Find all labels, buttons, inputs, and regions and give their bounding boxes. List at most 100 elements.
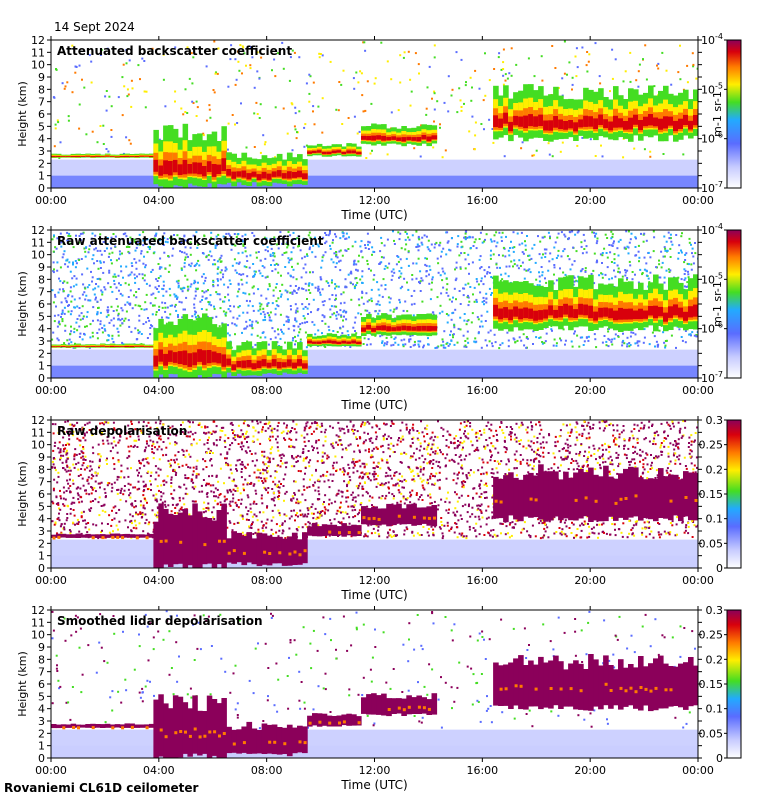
y-tick-label: 2 (38, 727, 45, 740)
x-tick-label: 12:00 (359, 574, 391, 587)
x-tick-label: 08:00 (251, 194, 283, 207)
x-tick-label: 08:00 (251, 764, 283, 777)
y-tick-label: 7 (38, 96, 45, 109)
cloud-layer-3 (226, 341, 308, 376)
x-tick-label: 00:00 (682, 764, 714, 777)
y-tick-label: 2 (38, 537, 45, 550)
colorbar-tick-label: 0.25 (699, 439, 724, 452)
y-tick-label: 4 (38, 323, 45, 336)
y-tick-label: 5 (38, 500, 45, 513)
x-axis: 00:00 04:00 08:00 12:00 16:00 20:00 00:00 (35, 36, 714, 207)
colorbar-tick-label: 10-6 (701, 131, 723, 146)
x-tick-label: 00:00 (682, 194, 714, 207)
y-tick-label: 8 (38, 83, 45, 96)
x-tick-label: 16:00 (466, 764, 498, 777)
x-tick-label: 04:00 (143, 764, 175, 777)
y-tick-label: 1 (38, 170, 45, 183)
x-axis-label: Time (UTC) (340, 208, 407, 222)
surface-layer (51, 745, 698, 758)
colorbar-unit: m-1 sr-1 (711, 91, 724, 137)
cloud-layer-1 (51, 533, 160, 540)
y-tick-label: 0 (38, 752, 45, 765)
y-axis-label: Height (km) (16, 271, 29, 337)
y-tick-label: 10 (31, 59, 45, 72)
y-tick-label: 1 (38, 550, 45, 563)
x-axis-label: Time (UTC) (340, 588, 407, 602)
y-tick-label: 12 (31, 34, 45, 47)
y-tick-label: 9 (38, 261, 45, 274)
colorbar-tick-label: 0.15 (699, 488, 724, 501)
panel-title: Attenuated backscatter coefficient (57, 44, 292, 58)
y-tick-label: 11 (31, 236, 45, 249)
colorbar-gradient (726, 419, 742, 569)
x-axis: 00:00 04:00 08:00 12:00 16:00 20:00 00:00 (35, 226, 714, 397)
y-tick-label: 11 (31, 426, 45, 439)
cloud-layer-4 (307, 143, 362, 157)
surface-layer (51, 555, 698, 568)
y-tick-label: 3 (38, 145, 45, 158)
y-tick-label: 0 (38, 562, 45, 575)
cloud-layer-5 (361, 123, 438, 147)
y-tick-label: 3 (38, 715, 45, 728)
colorbar-gradient (726, 609, 742, 759)
heatmap-body (51, 230, 698, 378)
y-tick-label: 3 (38, 525, 45, 538)
x-tick-label: 20:00 (574, 574, 606, 587)
x-tick-label: 04:00 (143, 574, 175, 587)
y-tick-label: 3 (38, 335, 45, 348)
cloud-layer-4 (307, 522, 362, 537)
surface-layer (51, 175, 698, 188)
y-tick-label: 5 (38, 690, 45, 703)
x-tick-label: 12:00 (359, 764, 391, 777)
y-tick-label: 0 (38, 372, 45, 385)
panel-title: Raw attenuated backscatter coefficient (57, 234, 324, 248)
x-tick-label: 00:00 (35, 384, 67, 397)
x-tick-label: 16:00 (466, 574, 498, 587)
y-tick-label: 7 (38, 666, 45, 679)
cloud-layer-4 (307, 333, 362, 347)
y-tick-label: 5 (38, 120, 45, 133)
colorbar-tick-label: 0.25 (699, 629, 724, 642)
y-tick-label: 8 (38, 653, 45, 666)
y-tick-label: 12 (31, 224, 45, 237)
site-caption: Rovaniemi CL61D ceilometer (4, 781, 199, 795)
panel-title: Raw depolarisation (57, 424, 187, 438)
y-tick-label: 1 (38, 360, 45, 373)
cloud-layer-5 (361, 313, 438, 337)
panel-title: Smoothed lidar depolarisation (57, 614, 263, 628)
colorbar: 0 0.05 0.1 0.15 0.2 0.25 0.3 (699, 414, 742, 575)
cloud-layer-5 (361, 503, 438, 527)
x-tick-label: 12:00 (359, 194, 391, 207)
colorbar-tick-label: 0.2 (706, 653, 724, 666)
y-axis-label: Height (km) (16, 81, 29, 147)
colorbar-tick-label: 0 (716, 562, 723, 575)
y-tick-label: 6 (38, 678, 45, 691)
x-axis-label: Time (UTC) (340, 778, 407, 792)
cloud-layer-3 (226, 152, 308, 187)
y-tick-label: 8 (38, 273, 45, 286)
cloud-layer-6 (493, 84, 698, 142)
colorbar-tick-label: 0.05 (699, 537, 724, 550)
colorbar-tick-label: 10-4 (701, 32, 723, 47)
x-tick-label: 04:00 (143, 384, 175, 397)
y-tick-label: 9 (38, 641, 45, 654)
y-tick-label: 10 (31, 439, 45, 452)
y-tick-label: 2 (38, 347, 45, 360)
cloud-layer-2 (153, 123, 227, 188)
y-tick-label: 9 (38, 71, 45, 84)
colorbar-tick-label: 0.1 (706, 513, 724, 526)
x-tick-label: 16:00 (466, 194, 498, 207)
y-tick-label: 4 (38, 133, 45, 146)
cloud-layer-2 (153, 313, 227, 378)
cloud-layer-6 (493, 464, 698, 523)
x-tick-label: 08:00 (251, 574, 283, 587)
y-tick-label: 7 (38, 476, 45, 489)
y-tick-label: 11 (31, 616, 45, 629)
colorbar-tick-label: 0.3 (706, 414, 724, 427)
colorbar-tick-label: 10-7 (701, 180, 723, 195)
x-tick-label: 00:00 (682, 574, 714, 587)
colorbar-tick-label: 10-7 (701, 370, 723, 385)
y-tick-label: 6 (38, 488, 45, 501)
